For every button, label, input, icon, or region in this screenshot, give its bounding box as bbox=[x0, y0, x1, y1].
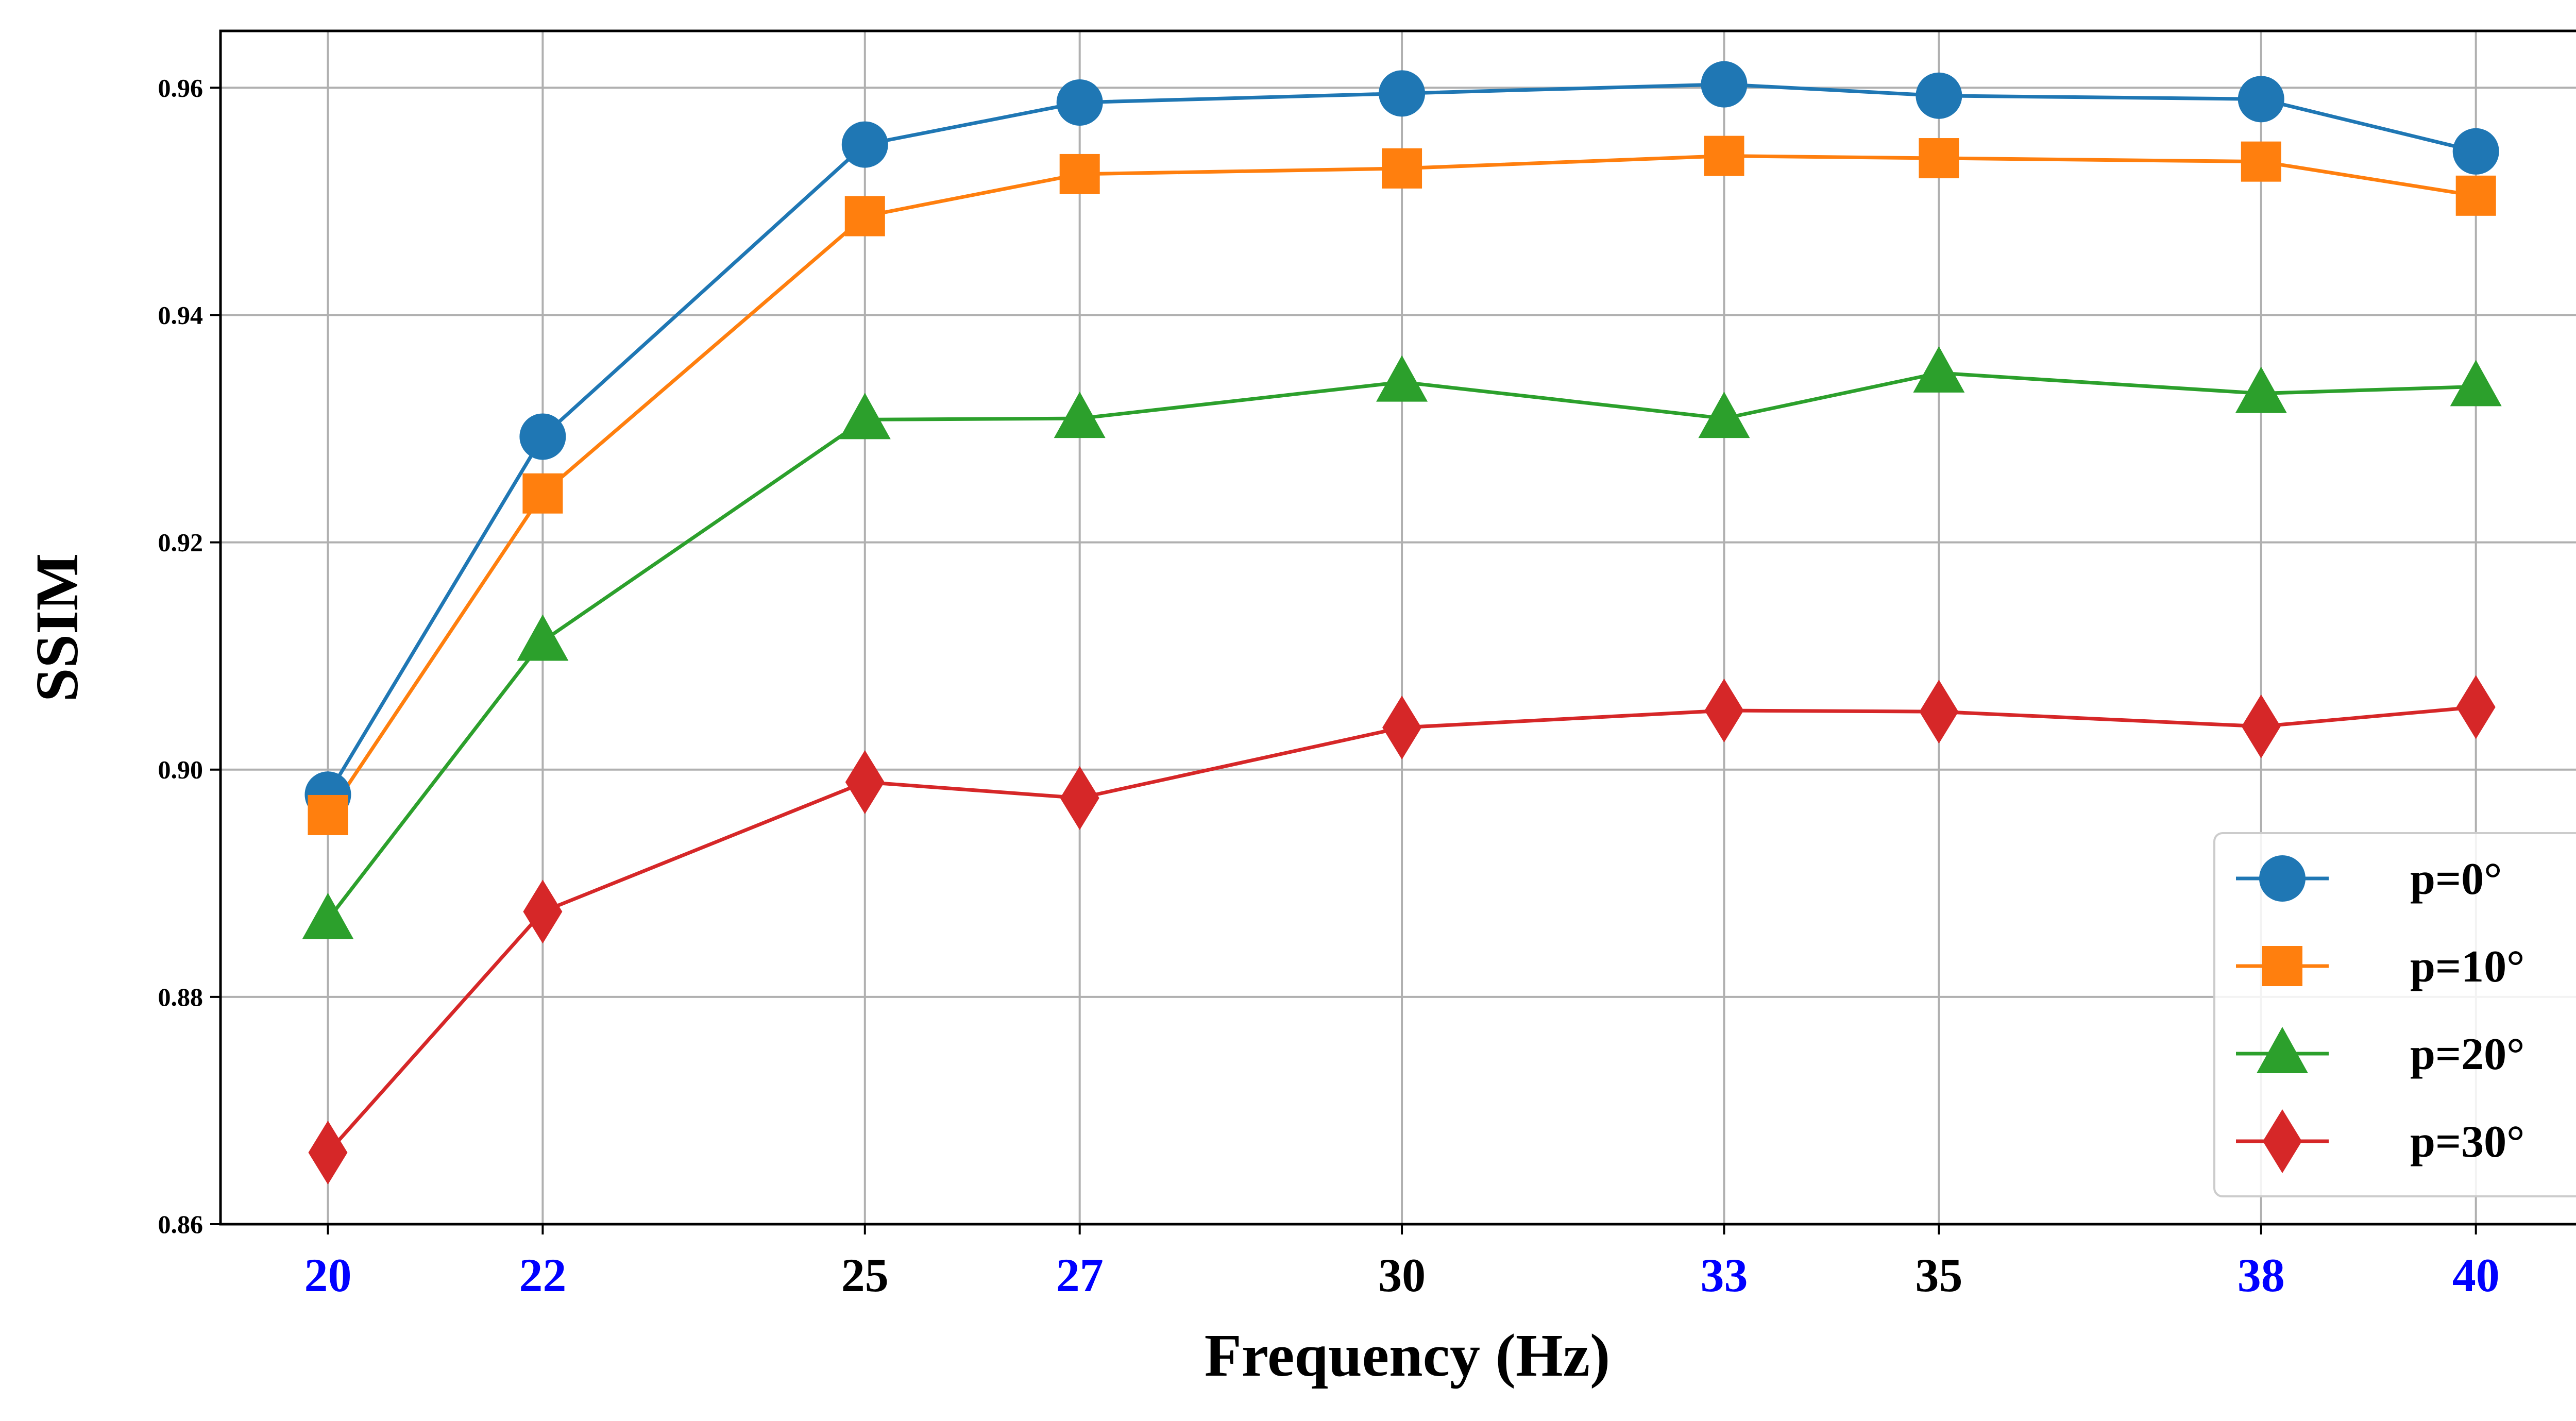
data-point-triangle bbox=[302, 892, 354, 939]
data-point-square bbox=[1919, 138, 1959, 179]
data-point-circle bbox=[1056, 79, 1103, 126]
data-point-diamond bbox=[1382, 696, 1422, 760]
data-point-circle bbox=[2238, 76, 2284, 123]
legend: p=0° p=10° p=20° p=30° bbox=[2213, 832, 2576, 1197]
data-point-diamond bbox=[1704, 679, 1744, 743]
data-point-square bbox=[2241, 141, 2281, 182]
data-point-triangle bbox=[1376, 355, 1428, 402]
data-point-square bbox=[522, 473, 563, 514]
legend-label: p=20° bbox=[2410, 1029, 2524, 1079]
data-point-diamond bbox=[1060, 766, 1099, 830]
data-point-triangle bbox=[517, 614, 569, 661]
x-tick-label: 33 bbox=[1700, 1249, 1748, 1301]
legend-label: p=10° bbox=[2410, 942, 2524, 992]
data-point-circle bbox=[2452, 128, 2499, 175]
y-tick-label: 0.94 bbox=[158, 300, 204, 329]
data-point-circle bbox=[1916, 72, 1962, 119]
legend-marker-square bbox=[2262, 946, 2302, 986]
data-point-triangle bbox=[2235, 366, 2287, 413]
x-tick-label: 25 bbox=[841, 1249, 889, 1301]
y-tick-label: 0.92 bbox=[158, 528, 204, 557]
legend-marker-triangle bbox=[2257, 1027, 2308, 1073]
data-point-triangle bbox=[1913, 346, 1965, 393]
data-point-square bbox=[1059, 154, 1100, 194]
data-point-diamond bbox=[1919, 680, 1959, 744]
x-tick-label: 38 bbox=[2238, 1249, 2285, 1301]
y-tick-label: 0.88 bbox=[158, 983, 204, 1011]
x-tick-label: 30 bbox=[1378, 1249, 1426, 1301]
legend-label: p=0° bbox=[2410, 854, 2502, 904]
data-point-diamond bbox=[308, 1121, 348, 1185]
x-tick-label: 20 bbox=[304, 1249, 351, 1301]
y-tick-label: 0.96 bbox=[158, 73, 204, 102]
x-tick-label: 40 bbox=[2452, 1249, 2500, 1301]
data-point-circle bbox=[841, 121, 888, 168]
data-point-circle bbox=[1379, 70, 1426, 117]
data-point-circle bbox=[519, 413, 566, 460]
x-tick-label: 22 bbox=[519, 1249, 566, 1301]
series-markers bbox=[302, 61, 2502, 1185]
data-point-diamond bbox=[2456, 675, 2496, 739]
x-axis-ticks: 20 22 25 27 30 33 35 38 40 bbox=[304, 1224, 2500, 1301]
y-tick-label: 0.86 bbox=[158, 1210, 204, 1239]
data-point-triangle bbox=[1698, 392, 1750, 438]
data-point-square bbox=[1382, 148, 1422, 189]
legend-box bbox=[2213, 832, 2576, 1197]
data-point-square bbox=[844, 196, 885, 236]
data-point-circle bbox=[1701, 61, 1748, 108]
plot-frame bbox=[219, 29, 2576, 1226]
data-point-triangle bbox=[2450, 360, 2502, 407]
data-point-square bbox=[2455, 175, 2496, 216]
legend-marker-diamond bbox=[2263, 1109, 2302, 1173]
data-point-diamond bbox=[845, 750, 885, 814]
y-axis-ticks: 0.86 0.88 0.90 0.92 0.94 0.96 bbox=[158, 73, 221, 1239]
x-axis-label: Frequency (Hz) bbox=[1205, 1322, 1611, 1389]
data-point-diamond bbox=[523, 879, 563, 944]
data-point-triangle bbox=[839, 393, 891, 439]
y-axis-label: SSIM bbox=[23, 553, 91, 702]
data-point-triangle bbox=[1054, 392, 1106, 438]
legend-label: p=30° bbox=[2410, 1117, 2524, 1167]
data-point-square bbox=[308, 794, 348, 835]
y-tick-label: 0.90 bbox=[158, 755, 204, 784]
data-point-diamond bbox=[2241, 694, 2281, 758]
x-tick-label: 35 bbox=[1915, 1249, 1962, 1301]
x-tick-label: 27 bbox=[1056, 1249, 1104, 1301]
legend-marker-circle bbox=[2259, 855, 2306, 902]
data-point-square bbox=[1704, 136, 1744, 176]
